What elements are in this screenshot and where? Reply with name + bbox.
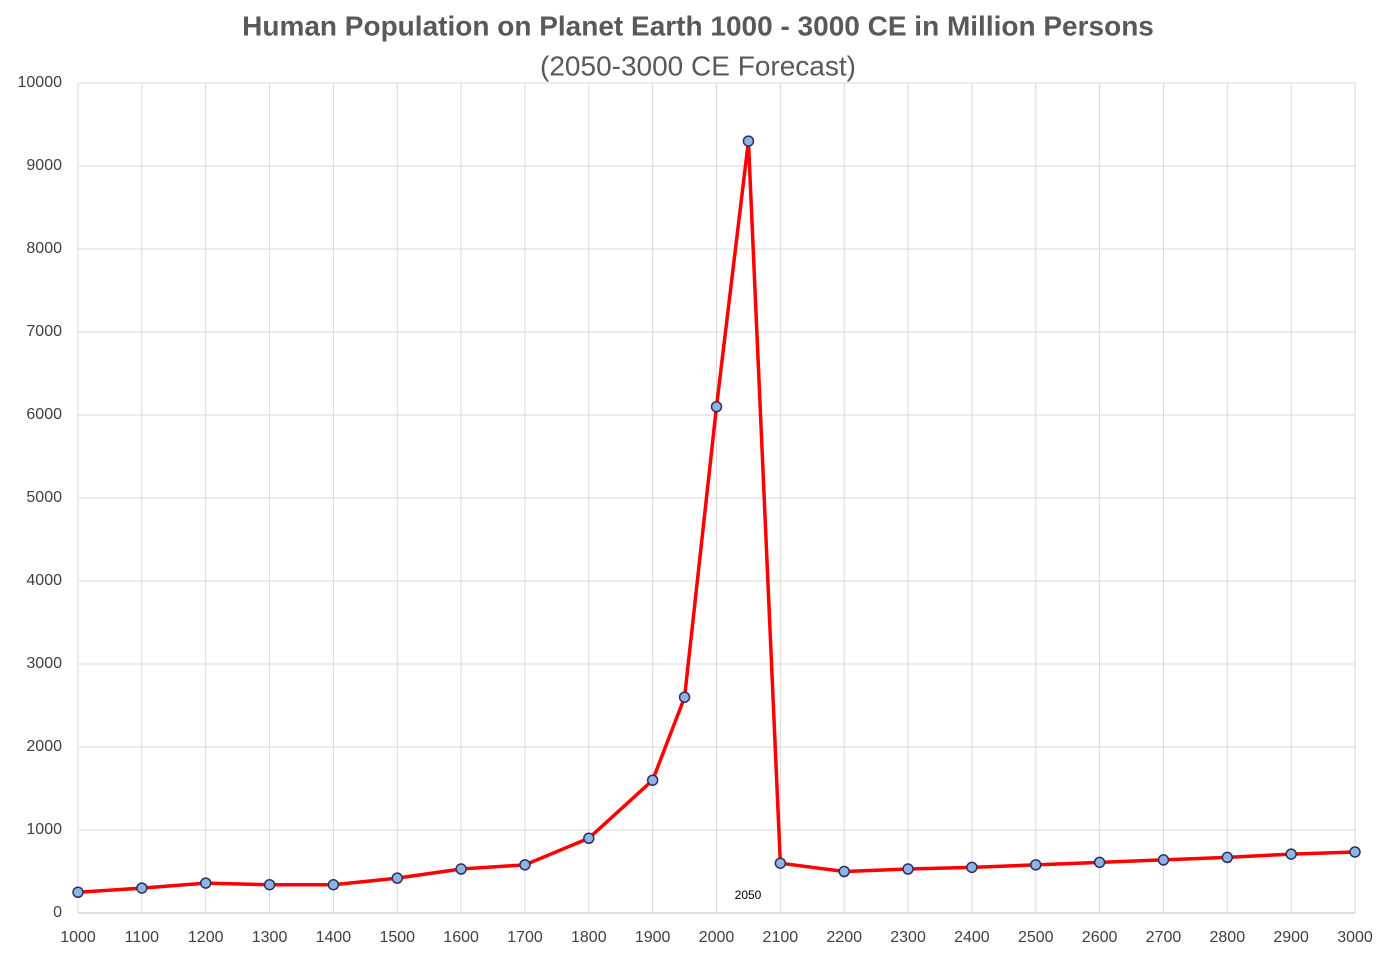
data-point [1093, 856, 1106, 869]
data-point [1157, 854, 1170, 866]
y-tick-label: 6000 [26, 406, 62, 423]
data-point [263, 879, 276, 891]
data-point [519, 859, 531, 871]
chart-subtitle: (2050-3000 CE Forecast) [540, 50, 856, 81]
data-point [966, 861, 978, 874]
chart-title: Human Population on Planet Earth 1000 - … [242, 10, 1154, 41]
x-tick-label: 2300 [890, 929, 926, 946]
x-tick-label: 1800 [571, 929, 607, 946]
y-tick-label: 10000 [18, 74, 63, 91]
x-tick-label: 2400 [954, 929, 990, 946]
x-tick-label: 1000 [60, 929, 96, 946]
x-tick-label: 2500 [1018, 929, 1054, 946]
y-tick-label: 8000 [26, 240, 62, 257]
x-tick-label: 1200 [188, 929, 224, 946]
y-tick-label: 3000 [26, 655, 62, 672]
data-point [1030, 859, 1042, 871]
data-point [455, 863, 467, 875]
x-tick-label: 1300 [252, 929, 288, 946]
x-tick-label: 2800 [1210, 929, 1246, 946]
data-point [1285, 848, 1297, 860]
y-tick-label: 2000 [26, 738, 62, 755]
data-point [902, 863, 914, 875]
data-point [646, 774, 659, 786]
x-tick-label: 2600 [1082, 929, 1118, 946]
data-point [583, 832, 595, 845]
x-tick-label: 2900 [1273, 929, 1309, 946]
x-tick-label: 3000 [1337, 929, 1373, 946]
x-tick-label: 1400 [316, 929, 352, 946]
x-tick-label: 2200 [826, 929, 862, 946]
data-point [1221, 851, 1234, 864]
x-tick-label: 2000 [699, 929, 735, 946]
data-point [1349, 846, 1361, 858]
x-tick-label: 1500 [379, 929, 415, 946]
y-tick-label: 7000 [26, 323, 62, 340]
data-point [327, 879, 340, 891]
data-point [136, 882, 148, 894]
data-point [199, 877, 212, 889]
data-point [774, 857, 787, 869]
x-tick-label: 1600 [443, 929, 479, 946]
data-point [742, 135, 755, 147]
data-point [838, 865, 850, 878]
y-tick-label: 5000 [26, 489, 62, 506]
x-tick-label: 1900 [635, 929, 671, 946]
annotation: 2050 [735, 888, 762, 902]
data-point [678, 691, 691, 703]
data-point [72, 886, 84, 898]
x-tick-label: 1700 [507, 929, 543, 946]
x-tick-label: 1100 [125, 929, 160, 946]
y-tick-label: 9000 [26, 157, 62, 174]
x-tick-label: 2700 [1146, 929, 1182, 946]
y-tick-label: 4000 [26, 572, 62, 589]
data-point [391, 872, 403, 884]
y-tick-label: 1000 [26, 821, 62, 838]
data-point [710, 400, 723, 413]
y-tick-label: 0 [53, 904, 62, 921]
x-tick-label: 2100 [763, 929, 799, 946]
